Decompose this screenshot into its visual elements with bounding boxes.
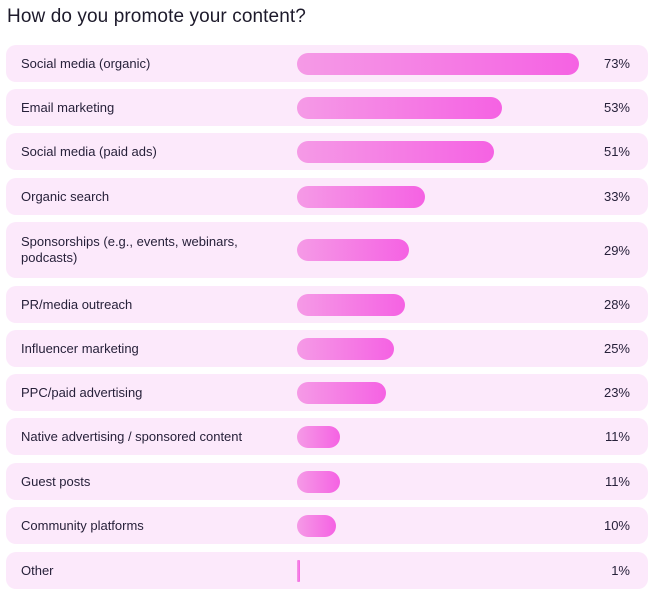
value-label: 51% [603, 144, 630, 159]
bar [297, 96, 502, 119]
bar [297, 185, 425, 208]
value-label: 73% [603, 56, 630, 71]
value-label: 1% [611, 563, 630, 578]
bar-track [297, 133, 597, 170]
value-label: 23% [603, 385, 630, 400]
category-label: Community platforms [21, 517, 144, 533]
bar [297, 140, 495, 163]
bar-row: Sponsorships (e.g., events, webinars, po… [6, 222, 648, 278]
chart-rows: Social media (organic) 73% Email marketing… [6, 0, 648, 604]
category-label: Other [21, 562, 54, 578]
bar-row: Email marketing 53% [6, 89, 648, 126]
bar-row: Social media (paid ads) 51% [6, 133, 648, 170]
bar-row: Native advertising / sponsored content 11… [6, 418, 648, 455]
bar-track [297, 89, 597, 126]
bar-row: Guest posts 11% [6, 463, 648, 500]
value-label: 53% [603, 100, 630, 115]
value-label: 33% [603, 189, 630, 204]
bar-row: PR/media outreach 28% [6, 286, 648, 323]
bar [297, 293, 406, 316]
value-label: 29% [603, 242, 630, 258]
bar-track [297, 374, 597, 411]
value-label: 11% [604, 429, 630, 444]
category-label: Sponsorships (e.g., events, webinars, po… [21, 234, 238, 265]
bar [297, 337, 394, 360]
bar-track [297, 286, 597, 323]
bar-track [297, 463, 597, 500]
value-label: 11% [604, 474, 630, 489]
value-label: 25% [603, 341, 630, 356]
bar-track [297, 418, 597, 455]
category-label: Social media (organic) [21, 55, 151, 71]
bar-row: Other 1% [6, 552, 648, 589]
bar-row: PPC/paid advertising 23% [6, 374, 648, 411]
bar-track [297, 45, 597, 82]
bar [297, 559, 300, 582]
bar [297, 52, 580, 75]
bar-track [297, 330, 597, 367]
bar [297, 239, 410, 261]
bar [297, 470, 340, 493]
category-label: PPC/paid advertising [21, 384, 143, 400]
bar-row: Community platforms 10% [6, 507, 648, 544]
bar-track [297, 552, 597, 589]
bar [297, 514, 336, 537]
category-label: Organic search [21, 188, 110, 204]
category-label: PR/media outreach [21, 296, 133, 312]
bar [297, 381, 386, 404]
value-label: 28% [603, 297, 630, 312]
bar-track [297, 178, 597, 215]
chart-title: How do you promote your content? [7, 6, 306, 27]
category-label: Influencer marketing [21, 340, 139, 356]
bar-row: Social media (organic) 73% [6, 45, 648, 82]
category-label: Email marketing [21, 99, 115, 115]
bar-track [297, 222, 597, 278]
value-label: 10% [603, 518, 630, 533]
bar-track [297, 507, 597, 544]
bar-row: Influencer marketing 25% [6, 330, 648, 367]
category-label: Guest posts [21, 473, 91, 489]
bar-row: Organic search 33% [6, 178, 648, 215]
category-label: Native advertising / sponsored content [21, 428, 243, 444]
category-label: Social media (paid ads) [21, 143, 157, 159]
bar [297, 425, 340, 448]
